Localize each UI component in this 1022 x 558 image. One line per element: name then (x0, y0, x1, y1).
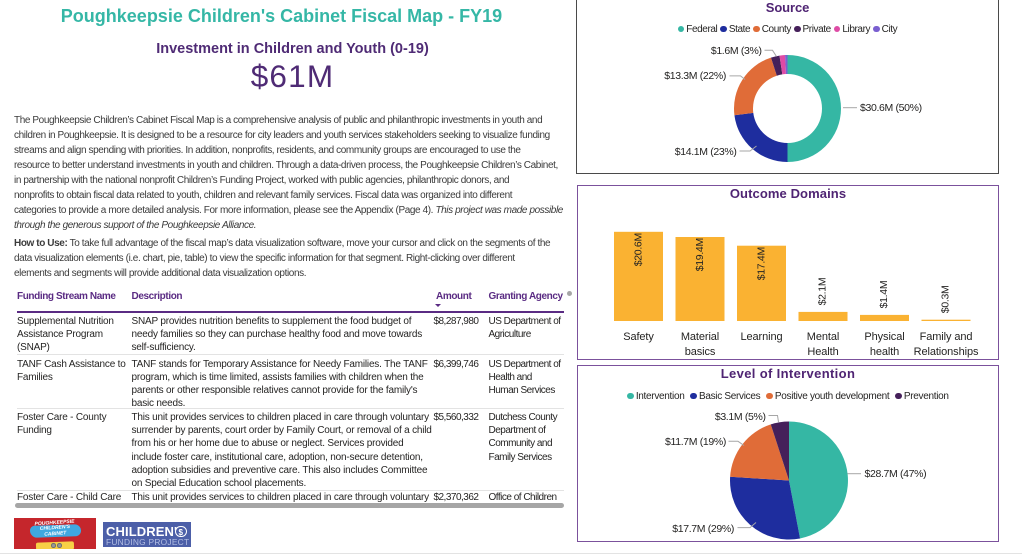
svg-text:Health: Health (807, 346, 838, 358)
svg-text:$0.3M: $0.3M (940, 286, 952, 314)
svg-text:$17.4M: $17.4M (756, 247, 768, 280)
svg-text:basics: basics (685, 346, 716, 358)
svg-text:Material: Material (681, 331, 719, 343)
svg-text:$19.4M: $19.4M (694, 238, 706, 271)
svg-text:Relationships: Relationships (914, 346, 979, 358)
svg-text:health: health (870, 346, 899, 358)
svg-text:Mental: Mental (807, 331, 839, 343)
svg-text:Family and: Family and (920, 331, 973, 343)
svg-text:Learning: Learning (740, 331, 782, 343)
svg-text:$1.4M: $1.4M (878, 281, 890, 309)
svg-text:Safety: Safety (623, 331, 654, 343)
svg-text:$20.6M: $20.6M (633, 233, 645, 266)
svg-text:$2.1M: $2.1M (817, 278, 829, 306)
svg-text:Physical: Physical (864, 331, 904, 343)
